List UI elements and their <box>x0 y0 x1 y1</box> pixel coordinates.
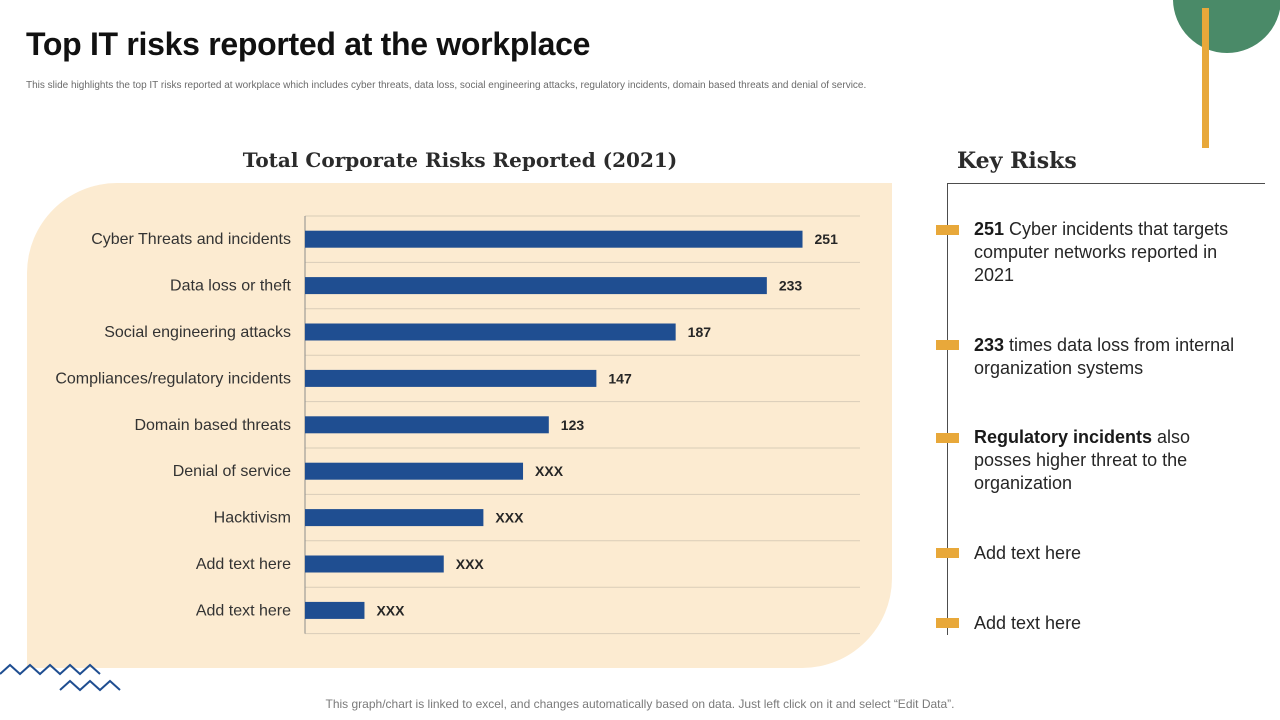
chart-category-label: Add text here <box>196 556 291 573</box>
key-risk-text[interactable]: Regulatory incidents also posses higher … <box>974 427 1191 493</box>
chart-category-label: Social engineering attacks <box>104 324 291 341</box>
footer-note[interactable]: This graph/chart is linked to excel, and… <box>325 697 955 711</box>
chart-category-label: Hacktivism <box>214 510 291 527</box>
chart-bar[interactable] <box>305 416 549 434</box>
chart-bar[interactable] <box>305 323 676 341</box>
chart-data-label: 147 <box>608 370 632 386</box>
chart-data-label: 251 <box>815 231 839 247</box>
chart-data-label: 187 <box>688 324 712 340</box>
chart-bar[interactable] <box>305 462 524 480</box>
chart-bar[interactable] <box>305 555 444 573</box>
decorative-accent-bar <box>1202 8 1209 148</box>
chart-bar[interactable] <box>305 601 365 619</box>
key-risk-text[interactable]: Add text here <box>974 543 1082 563</box>
chart-category-label: Cyber Threats and incidents <box>91 231 291 248</box>
key-risk-text[interactable]: 251 Cyber incidents that targets compute… <box>974 219 1229 285</box>
key-risks-timeline <box>947 183 948 635</box>
chart-title[interactable]: Total Corporate Risks Reported (2021) <box>242 148 678 172</box>
chart-bar[interactable] <box>305 509 484 527</box>
chart-category-label: Domain based threats <box>134 417 291 434</box>
chart-bar[interactable] <box>305 230 803 248</box>
zigzag-decoration <box>0 663 121 692</box>
chart-category-label: Data loss or theft <box>170 278 292 295</box>
chart-data-label: XXX <box>376 602 405 618</box>
chart-category-label: Compliances/regulatory incidents <box>55 370 291 387</box>
key-risk-marker <box>936 225 959 235</box>
chart-data-label: 233 <box>779 278 803 294</box>
slide-title[interactable]: Top IT risks reported at the workplace <box>26 26 591 62</box>
key-risk-text[interactable]: Add text here <box>974 613 1082 633</box>
chart-category-label: Denial of service <box>173 463 291 480</box>
key-risks-divider <box>948 183 1265 184</box>
key-risk-marker <box>936 548 959 558</box>
chart-data-label: XXX <box>535 463 564 479</box>
key-risk-marker <box>936 433 959 443</box>
key-risk-text[interactable]: 233 times data loss from internal organi… <box>974 335 1235 378</box>
chart-data-label: XXX <box>495 510 524 526</box>
chart-category-label: Add text here <box>196 602 291 619</box>
chart-data-label: XXX <box>456 556 485 572</box>
key-risks-title[interactable]: Key Risks <box>957 148 1077 174</box>
chart-bar[interactable] <box>305 369 597 387</box>
chart-bar[interactable] <box>305 277 767 295</box>
slide-subtitle[interactable]: This slide highlights the top IT risks r… <box>26 80 867 91</box>
chart-data-label: 123 <box>561 417 585 433</box>
key-risk-marker <box>936 618 959 628</box>
key-risk-marker <box>936 340 959 350</box>
